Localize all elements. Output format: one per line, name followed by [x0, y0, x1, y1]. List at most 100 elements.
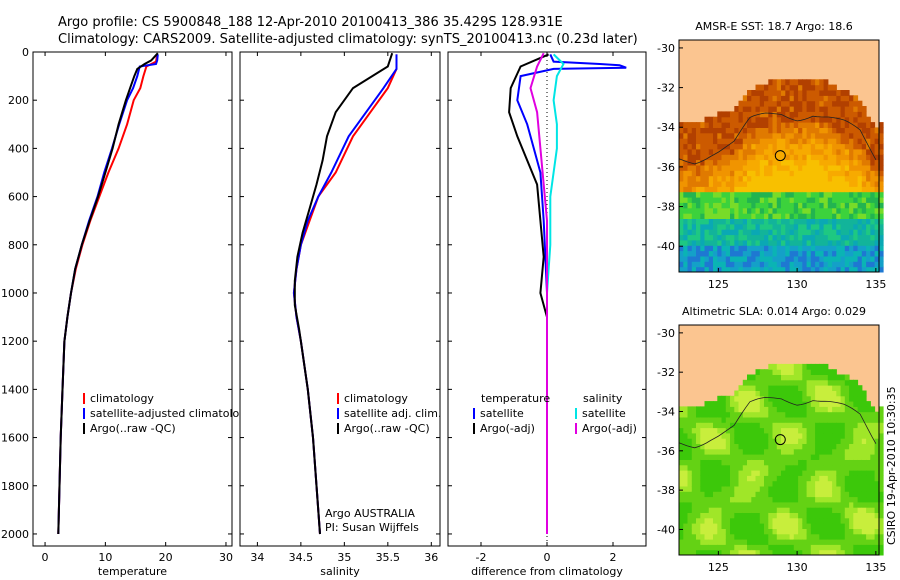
grid-cell — [721, 170, 727, 177]
grid-cell — [819, 106, 825, 112]
grid-cell — [747, 395, 752, 402]
grid-cell — [793, 148, 799, 155]
grid-cell — [861, 175, 867, 182]
grid-cell — [870, 218, 876, 225]
grid-cell — [849, 111, 854, 118]
grid-cell — [683, 491, 689, 498]
grid-cell — [700, 138, 706, 145]
grid-cell — [725, 459, 731, 466]
grid-cell — [683, 438, 689, 444]
grid-cell — [815, 417, 820, 423]
grid-cell — [747, 106, 752, 112]
grid-cell — [810, 438, 816, 444]
grid-cell — [708, 501, 714, 508]
grid-cell — [798, 100, 803, 107]
grid-cell — [679, 443, 684, 450]
grid-cell — [764, 154, 769, 161]
grid-cell — [772, 186, 778, 193]
grid-cell — [849, 122, 854, 128]
grid-cell — [764, 90, 769, 96]
grid-cell — [738, 132, 744, 139]
grid-cell — [840, 390, 846, 397]
grid-cell — [781, 106, 786, 112]
grid-cell — [836, 218, 842, 225]
grid-cell — [798, 245, 803, 252]
grid-cell — [861, 127, 867, 134]
grid-cell — [704, 239, 710, 246]
grid-cell — [853, 544, 859, 551]
grid-cell — [772, 143, 778, 150]
grid-cell — [874, 427, 880, 434]
grid-cell — [691, 143, 697, 150]
grid-cell — [785, 250, 791, 257]
grid-cell — [874, 475, 880, 482]
grid-cell — [717, 191, 723, 198]
grid-cell — [874, 250, 880, 257]
grid-cell — [738, 507, 744, 513]
grid-cell — [764, 406, 769, 413]
grid-cell — [700, 202, 706, 209]
grid-cell — [827, 480, 833, 487]
grid-cell — [798, 175, 803, 182]
grid-cell — [738, 427, 744, 434]
grid-cell — [704, 470, 710, 476]
grid-cell — [751, 116, 757, 123]
grid-cell — [776, 79, 782, 86]
grid-cell — [687, 138, 693, 145]
grid-cell — [844, 454, 850, 460]
grid-cell — [781, 202, 786, 209]
grid-cell — [759, 197, 765, 203]
grid-cell — [857, 533, 863, 540]
grid-cell — [725, 486, 731, 492]
grid-cell — [734, 448, 740, 455]
grid-cell — [772, 170, 778, 177]
grid-cell — [691, 427, 697, 434]
grid-cell — [815, 491, 820, 498]
grid-cell — [819, 486, 825, 492]
grid-cell — [806, 390, 812, 397]
grid-cell — [759, 507, 765, 513]
grid-cell — [747, 218, 752, 225]
grid-cell — [815, 459, 820, 466]
grid-cell — [785, 181, 791, 187]
grid-cell — [815, 486, 820, 492]
grid-cell — [836, 443, 842, 450]
grid-cell — [844, 528, 850, 535]
grid-cell — [759, 544, 765, 551]
grid-cell — [725, 122, 731, 128]
grid-cell — [772, 111, 778, 118]
grid-cell — [802, 138, 808, 145]
grid-cell — [764, 245, 769, 252]
grid-cell — [840, 90, 846, 96]
grid-cell — [781, 390, 786, 397]
grid-cell — [713, 245, 718, 252]
grid-cell — [742, 234, 748, 241]
grid-cell — [815, 245, 820, 252]
grid-cell — [700, 207, 706, 214]
grid-cell — [772, 379, 778, 386]
grid-cell — [721, 148, 727, 155]
grid-cell — [810, 127, 816, 134]
grid-cell — [781, 443, 786, 450]
grid-cell — [806, 464, 812, 471]
grid-cell — [849, 245, 854, 252]
grid-cell — [687, 544, 693, 551]
grid-cell — [793, 234, 799, 241]
grid-cell — [691, 255, 697, 262]
grid-cell — [866, 197, 871, 203]
grid-cell — [679, 459, 684, 466]
grid-cell — [781, 417, 786, 423]
grid-cell — [866, 501, 871, 508]
grid-cell — [840, 218, 846, 225]
grid-cell — [738, 266, 744, 273]
grid-cell — [832, 100, 837, 107]
grid-cell — [772, 90, 778, 96]
grid-cell — [772, 122, 778, 128]
grid-cell — [708, 245, 714, 252]
grid-cell — [687, 218, 693, 225]
grid-cell — [785, 486, 791, 492]
grid-cell — [776, 422, 782, 429]
grid-cell — [700, 422, 706, 429]
grid-cell — [853, 528, 859, 535]
grid-cell — [781, 223, 786, 230]
